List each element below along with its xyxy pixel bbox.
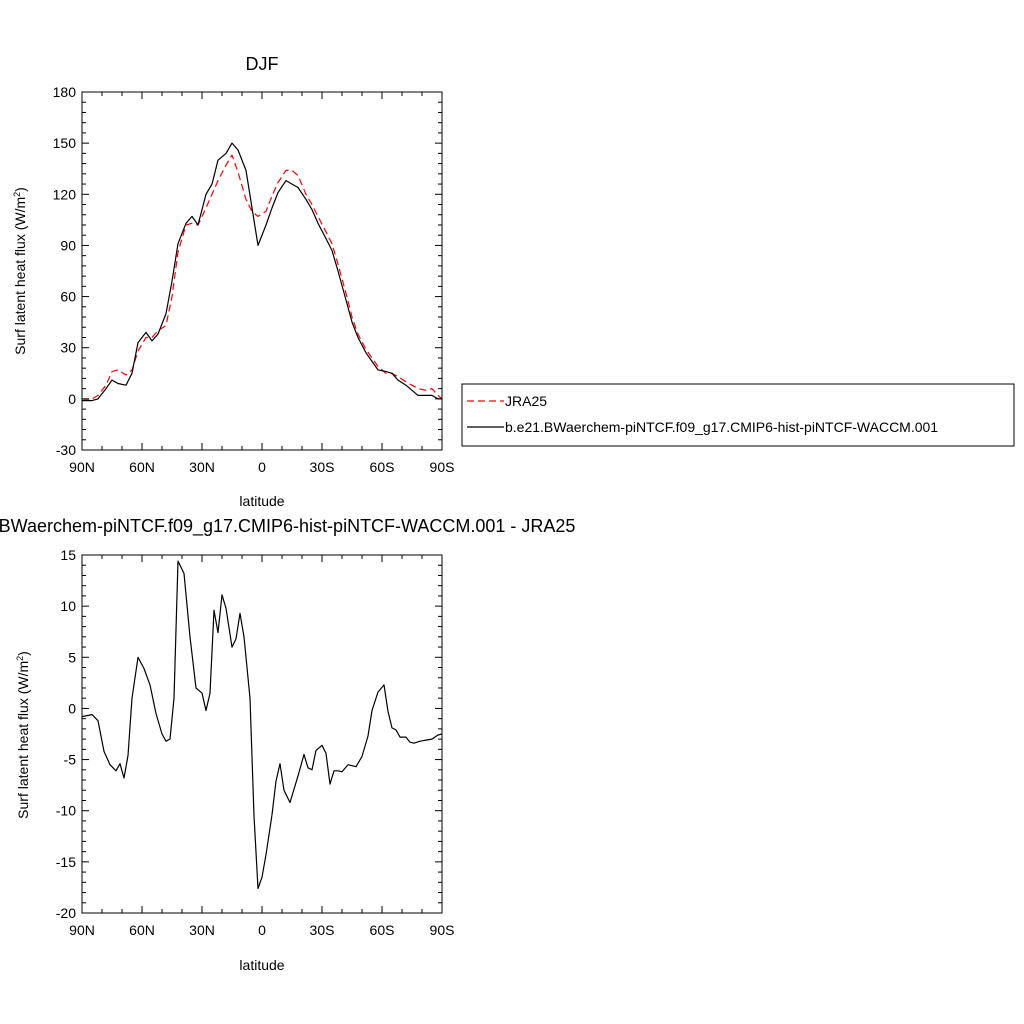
- bottom-tick-marks: [81, 554, 443, 914]
- bottom-y-tick-label: 10: [60, 598, 76, 614]
- bottom-y-axis-label: Surf latent heat flux (W/m2): [15, 651, 31, 819]
- top-chart-title: DJF: [246, 54, 279, 74]
- top-panel: DJF -30 0 30 60 90 120 150 180 90N 60N 30N 0 30S 60S…: [12, 54, 1015, 509]
- top-y-tick-label: 30: [60, 340, 76, 356]
- top-series-line-1: [82, 142, 442, 402]
- bottom-y-tick-label: -20: [56, 905, 76, 921]
- top-y-tick-label: 150: [53, 135, 77, 151]
- bottom-y-tick-label: -5: [64, 752, 77, 768]
- top-x-tick-label: 90N: [69, 459, 95, 475]
- bottom-x-tick-label: 90S: [430, 922, 455, 938]
- bottom-y-tick-label: 0: [68, 700, 76, 716]
- bottom-series-lines: [81, 560, 443, 890]
- top-tick-marks: [81, 91, 443, 451]
- top-series-lines: [81, 142, 443, 402]
- top-series-line-0: [81, 154, 443, 402]
- bottom-x-tick-label: 0: [258, 922, 266, 938]
- bottom-x-tick-label: 90N: [69, 922, 95, 938]
- bottom-chart-title: b.e21.BWaerchem-piNTCF.f09_g17.CMIP6-his…: [0, 516, 575, 537]
- top-y-axis-label-main: Surf latent heat flux (W/m: [12, 197, 28, 355]
- top-y-axis-label: Surf latent heat flux (W/m2): [12, 187, 28, 355]
- top-y-tick-label: 60: [60, 289, 76, 305]
- top-x-tick-label: 90S: [430, 459, 455, 475]
- bottom-x-axis-label: latitude: [239, 957, 284, 973]
- top-y-tick-label: 0: [68, 391, 76, 407]
- bottom-plot-frame: [81, 554, 443, 914]
- top-y-tick-label: 120: [53, 186, 77, 202]
- bottom-y-tick-labels: -20 -15 -10 -5 0 5 10 15: [56, 547, 76, 921]
- top-y-tick-label: 180: [53, 84, 77, 100]
- bottom-x-tick-label: 30S: [310, 922, 335, 938]
- top-x-tick-label: 30N: [189, 459, 215, 475]
- top-y-axis-label-sup: 2: [12, 192, 22, 197]
- bottom-x-tick-labels: 90N 60N 30N 0 30S 60S 90S: [69, 922, 454, 938]
- bottom-x-tick-label: 30N: [189, 922, 215, 938]
- bottom-y-tick-label: -15: [56, 854, 76, 870]
- bottom-y-axis-label-sup: 2: [15, 656, 25, 661]
- top-x-tick-label: 60S: [370, 459, 395, 475]
- bottom-y-tick-label: 15: [60, 547, 76, 563]
- top-y-tick-label: 90: [60, 237, 76, 253]
- top-plot-frame: [81, 91, 443, 451]
- top-x-axis-label: latitude: [239, 493, 284, 509]
- legend-box: [461, 383, 1015, 447]
- bottom-x-tick-label: 60S: [370, 922, 395, 938]
- bottom-y-axis-label-main: Surf latent heat flux (W/m: [15, 661, 31, 819]
- top-x-tick-labels: 90N 60N 30N 0 30S 60S 90S: [69, 459, 454, 475]
- top-y-axis-label-close: ): [12, 187, 28, 192]
- legend-model-label: b.e21.BWaerchem-piNTCF.f09_g17.CMIP6-his…: [505, 419, 938, 435]
- top-y-tick-labels: -30 0 30 60 90 120 150 180: [53, 84, 77, 458]
- top-x-tick-label: 60N: [129, 459, 155, 475]
- top-y-tick-label: -30: [56, 442, 76, 458]
- bottom-y-tick-label: -10: [56, 803, 76, 819]
- bottom-y-tick-label: 5: [68, 649, 76, 665]
- bottom-x-tick-label: 60N: [129, 922, 155, 938]
- bottom-series-line-0: [81, 560, 443, 890]
- bottom-y-axis-label-close: ): [15, 651, 31, 656]
- top-x-tick-label: 0: [258, 459, 266, 475]
- bottom-panel: b.e21.BWaerchem-piNTCF.f09_g17.CMIP6-his…: [0, 516, 575, 973]
- legend-jra25-label: JRA25: [505, 393, 547, 409]
- legend: JRA25 b.e21.BWaerchem-piNTCF.f09_g17.CMI…: [461, 383, 1015, 447]
- top-x-tick-label: 30S: [310, 459, 335, 475]
